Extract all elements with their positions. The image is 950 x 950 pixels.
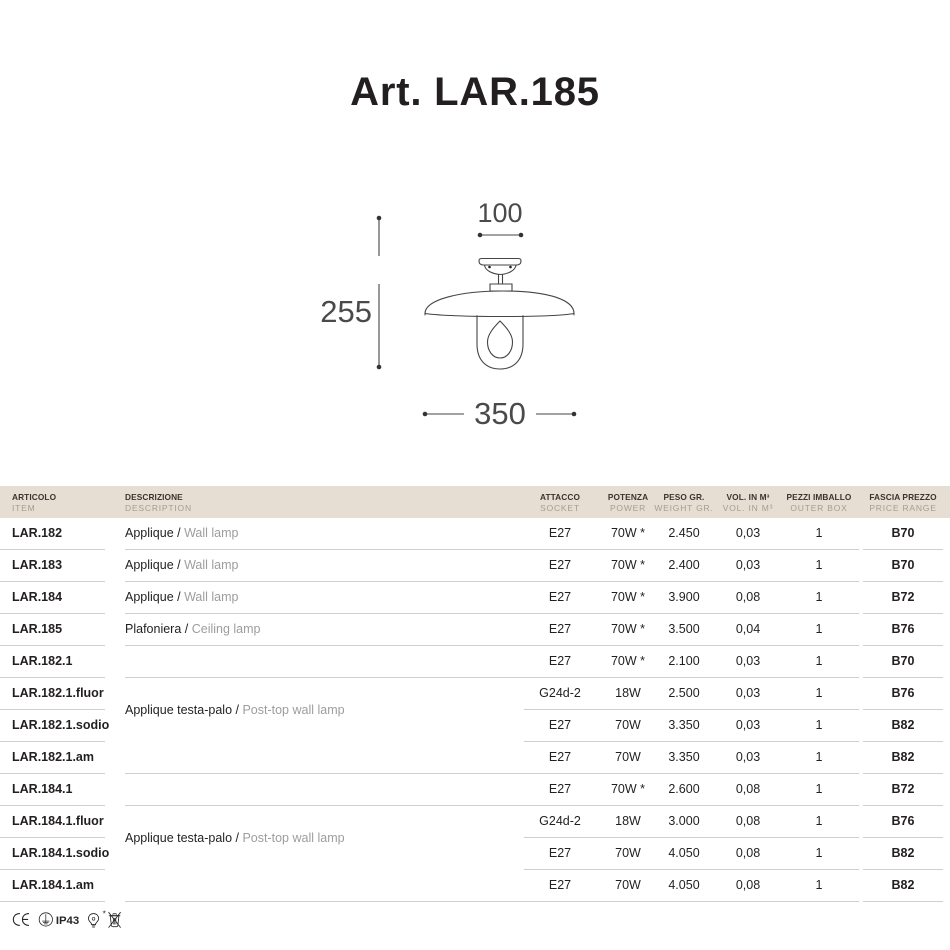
- svg-text:100: 100: [477, 198, 522, 228]
- svg-text:*: *: [103, 910, 107, 919]
- svg-text:IP43: IP43: [56, 915, 79, 927]
- svg-text:255: 255: [320, 294, 372, 329]
- svg-text:350: 350: [474, 396, 526, 431]
